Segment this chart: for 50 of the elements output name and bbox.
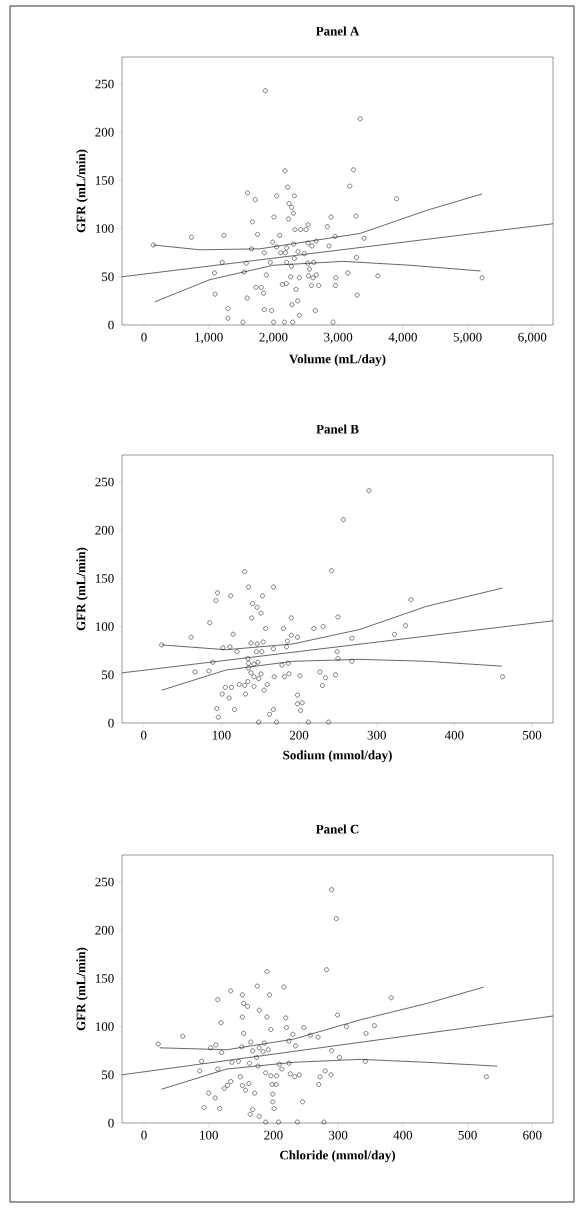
y-tick-label: 0	[108, 320, 114, 330]
x-tick-label: 0	[141, 730, 147, 740]
y-axis-title: GFR (mL/min)	[76, 547, 88, 631]
line-series	[161, 1059, 498, 1090]
x-tick-label: 400	[444, 730, 464, 740]
y-tick-label: 100	[95, 622, 114, 631]
x-tick-label: 4,000	[388, 332, 417, 344]
y-tick-label: 50	[102, 1070, 114, 1080]
x-tick-label: 6,000	[518, 332, 547, 344]
chart-title: Panel B	[316, 424, 359, 434]
y-tick-label: 250	[95, 477, 114, 487]
x-tick-label: 100	[212, 730, 231, 740]
x-tick-label: 600	[523, 1130, 542, 1140]
x-tick-label: 200	[289, 730, 309, 740]
x-tick-label: 100	[200, 1130, 218, 1140]
chart-title: Panel A	[315, 26, 360, 36]
x-axis-title: Sodium (mmol/day)	[283, 750, 392, 763]
x-tick-label: 1,000	[195, 332, 223, 344]
chart-title: Panel C	[315, 824, 359, 834]
x-tick-label: 200	[264, 1130, 283, 1140]
x-tick-label: 400	[393, 1130, 413, 1140]
y-tick-label: 250	[95, 79, 114, 89]
x-axis-title: Volume (mL/day)	[289, 354, 386, 367]
y-tick-label: 200	[95, 925, 114, 935]
y-axis-title: GFR (mL/min)	[76, 947, 88, 1031]
x-tick-label: 5,000	[453, 332, 482, 344]
x-tick-label: 2,000	[259, 332, 288, 344]
y-tick-label: 50	[102, 272, 114, 282]
x-tick-label: 0	[141, 332, 147, 342]
x-axis-title: Chloride (mmol/day)	[280, 1150, 396, 1163]
y-tick-label: 150	[95, 974, 114, 983]
x-tick-label: 300	[329, 1130, 348, 1140]
x-tick-label: 3,000	[324, 332, 353, 344]
y-tick-label: 200	[95, 525, 114, 535]
x-tick-label: 500	[458, 1130, 477, 1140]
y-tick-label: 200	[95, 127, 114, 137]
y-tick-label: 50	[102, 670, 114, 680]
y-tick-label: 250	[95, 877, 114, 887]
y-tick-label: 0	[108, 718, 114, 728]
x-tick-label: 300	[367, 730, 386, 740]
line-series	[161, 659, 503, 691]
y-tick-label: 0	[108, 1118, 114, 1128]
y-tick-label: 100	[95, 1022, 114, 1031]
y-axis-title: GFR (mL/min)	[76, 149, 88, 233]
y-tick-label: 150	[95, 176, 114, 185]
y-tick-label: 100	[95, 224, 114, 233]
y-tick-label: 150	[95, 574, 114, 583]
line-series	[159, 986, 485, 1051]
x-tick-label: 500	[523, 730, 542, 740]
x-tick-label: 0	[141, 1130, 147, 1140]
